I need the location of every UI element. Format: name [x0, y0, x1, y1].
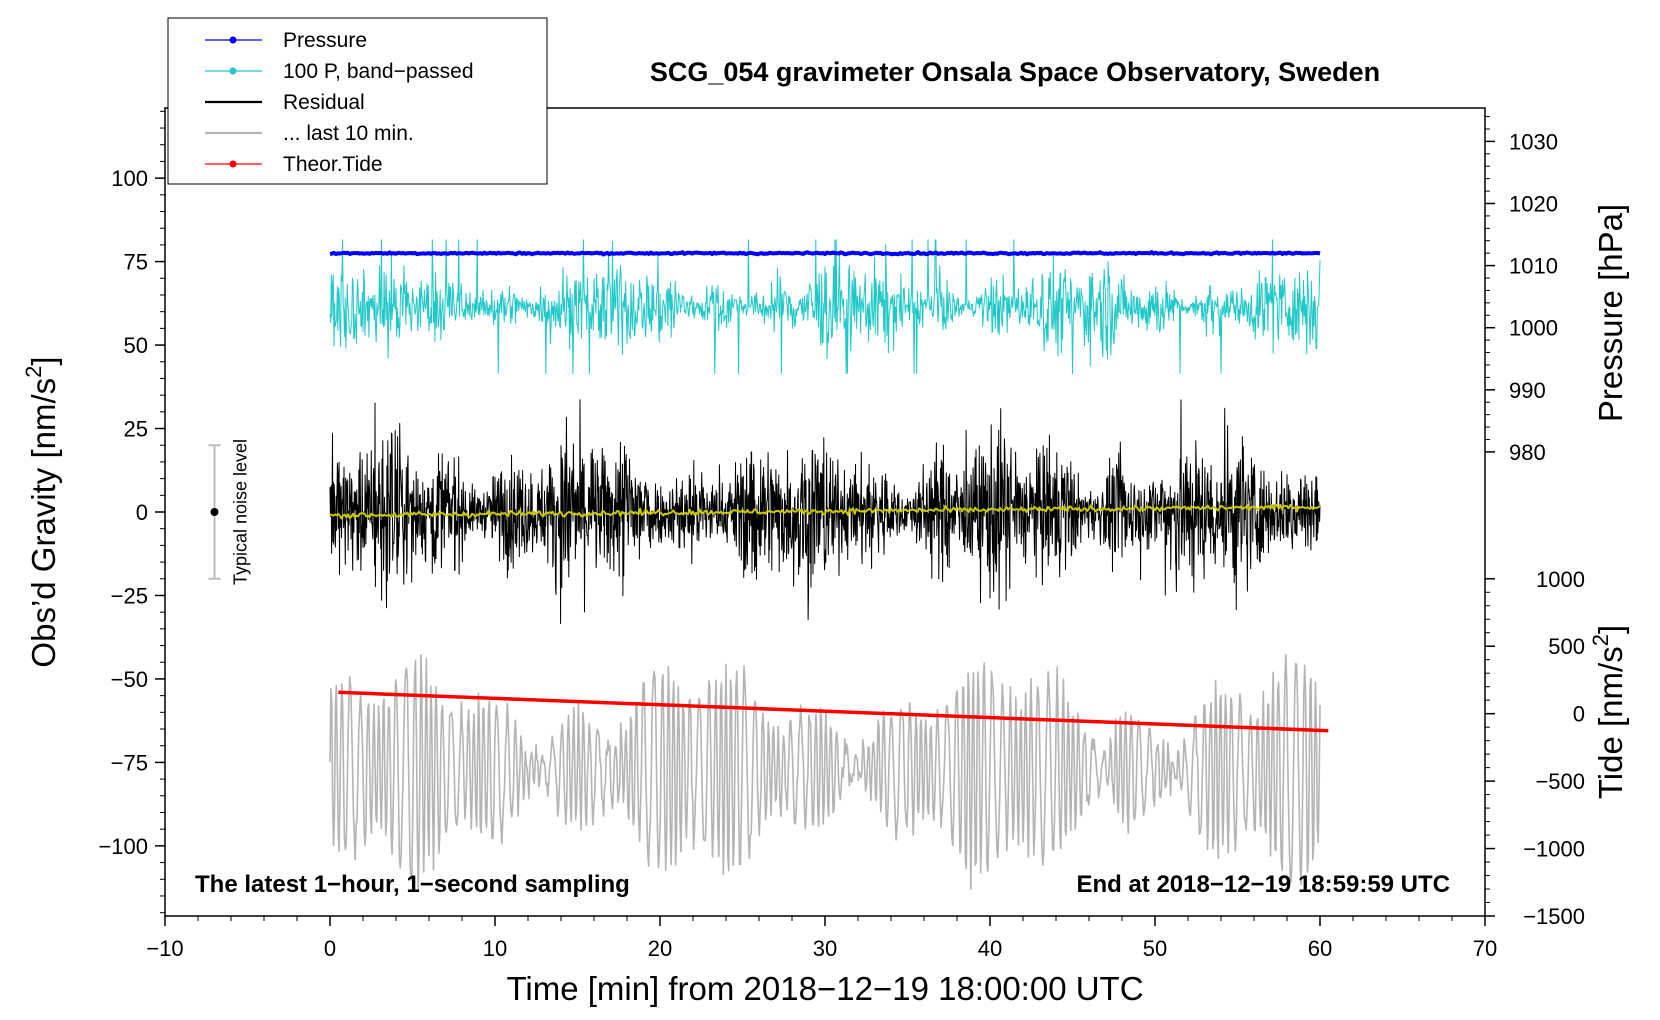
legend-swatch-marker: [229, 160, 237, 168]
legend-label: 100 P, band−passed: [283, 60, 474, 83]
y-axis-left-title: Obs’d Gravity [nm/s2]: [21, 356, 62, 667]
series-theoretical-tide: [338, 690, 1329, 733]
noise-level-label: Typical noise level: [231, 439, 251, 585]
legend-swatch-marker: [229, 67, 237, 75]
legend-label: ... last 10 min.: [283, 122, 414, 145]
y-tick-label: 75: [124, 250, 148, 275]
legend-label: Theor.Tide: [283, 153, 383, 176]
y-axis-right-pressure-title: Pressure [hPa]: [1592, 204, 1629, 422]
series-residual: [329, 399, 1321, 624]
series-residual-smoothed: [329, 503, 1321, 520]
tide-tick-label: 500: [1548, 634, 1585, 659]
x-tick-label: 40: [978, 936, 1002, 961]
pressure-tick-label: 1030: [1509, 129, 1558, 154]
x-tick-label: 50: [1143, 936, 1167, 961]
y-tick-label: 0: [136, 500, 148, 525]
noise-bar-dot: [210, 508, 219, 516]
y-axis-right-tide-title: Tide [nm/s2]: [1588, 625, 1629, 799]
legend-label: Pressure: [283, 29, 367, 52]
pressure-tick-label: 980: [1509, 440, 1546, 465]
y-tick-label: 25: [124, 417, 148, 442]
annotation-end-time: End at 2018−12−19 18:59:59 UTC: [1076, 871, 1450, 898]
pressure-tick-label: 1010: [1509, 254, 1558, 279]
legend-swatch-marker: [229, 36, 237, 44]
tide-tick-label: −1500: [1523, 904, 1585, 929]
x-tick-label: −10: [146, 936, 183, 961]
tide-tick-label: 1000: [1536, 567, 1585, 592]
x-tick-label: 0: [324, 936, 336, 961]
y-axis-right: 1030 1020 1010 1000 990 980 1000 500 0 −500 −1000 −…: [1485, 116, 1585, 929]
series-pressure: [329, 250, 1321, 257]
y-tick-label: 50: [124, 333, 148, 358]
x-tick-label: 70: [1473, 936, 1497, 961]
x-axis: −10 0 10 20 30 40 50 60 70: [146, 916, 1497, 961]
x-tick-label: 60: [1308, 936, 1332, 961]
pressure-tick-label: 990: [1509, 378, 1546, 403]
y-tick-label: −100: [98, 834, 148, 859]
legend-label: Residual: [283, 91, 365, 114]
tide-tick-label: −500: [1535, 769, 1585, 794]
noise-level-indicator: Typical noise level: [208, 439, 251, 585]
x-tick-label: 20: [648, 936, 672, 961]
y-tick-label: −50: [111, 667, 148, 692]
x-tick-label: 30: [813, 936, 837, 961]
x-tick-label: 10: [483, 936, 507, 961]
x-axis-title: Time [min] from 2018−12−19 18:00:00 UTC: [506, 970, 1143, 1007]
legend: Pressure 100 P, band−passed Residual ... la…: [167, 17, 548, 185]
pressure-tick-label: 1020: [1509, 191, 1558, 216]
pressure-tick-label: 1000: [1509, 316, 1558, 341]
series-last-10-min: [329, 653, 1321, 891]
y-axis-left: 100 75 50 25 0 −25 −50 −75 −100: [98, 110, 165, 914]
series-pressure-band-passed: [329, 239, 1321, 374]
y-tick-label: −75: [111, 750, 148, 775]
tide-tick-label: −1000: [1523, 837, 1585, 862]
y-tick-label: −25: [111, 583, 148, 608]
y-tick-label: 100: [111, 166, 148, 191]
annotation-sampling: The latest 1−hour, 1−second sampling: [195, 871, 630, 898]
tide-tick-label: 0: [1573, 702, 1585, 727]
series-layer: [329, 239, 1329, 891]
chart-title: SCG_054 gravimeter Onsala Space Observat…: [650, 57, 1380, 87]
